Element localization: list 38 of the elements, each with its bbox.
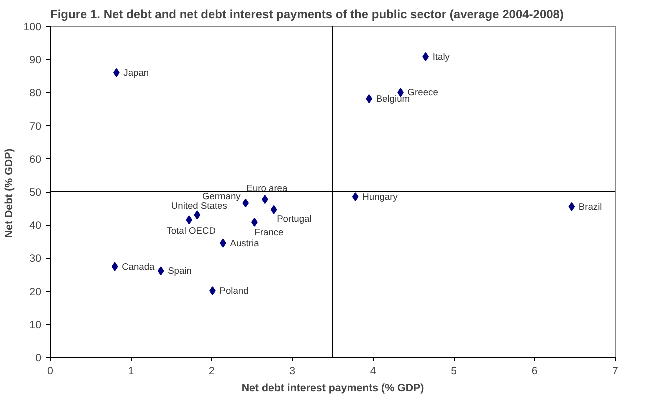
y-axis-title: Net Debt (% GDP) [4, 148, 16, 238]
x-tick-label: 5 [451, 366, 458, 378]
y-tick-label: 100 [24, 22, 42, 34]
y-tick-label: 70 [30, 120, 42, 133]
y-tick-label: 30 [30, 253, 42, 266]
annotation: Austria [230, 238, 260, 248]
y-tick-label: 10 [30, 319, 42, 332]
y-tick-label: 50 [30, 187, 42, 199]
x-tick-label: 1 [128, 366, 134, 378]
annotation: Japan [124, 68, 150, 78]
y-tick-label: 40 [30, 220, 42, 232]
annotation: Portugal [277, 214, 312, 224]
annotation: Hungary [362, 192, 398, 202]
annotation: Poland [220, 286, 249, 296]
annotation: United States [171, 201, 228, 212]
annotation: Spain [168, 266, 192, 276]
annotation: Canada [122, 262, 156, 272]
annotation: Belgium [376, 94, 410, 104]
x-axis-title: Net debt interest payments (% GDP) [242, 382, 425, 394]
annotation: France [254, 227, 284, 238]
annotation: Germany [202, 191, 242, 202]
annotation: Total OECD [166, 226, 216, 236]
x-tick-label: 0 [48, 366, 54, 378]
annotation: Euro area [246, 184, 288, 194]
y-tick-label: 60 [30, 154, 42, 166]
annotation: Greece [408, 88, 438, 98]
x-tick-label: 4 [370, 366, 376, 378]
x-tick-label: 6 [532, 366, 538, 378]
x-tick-label: 2 [208, 366, 215, 378]
annotation: Brazil [578, 202, 602, 212]
y-tick-label: 0 [36, 352, 42, 364]
y-tick-label: 90 [30, 54, 42, 67]
x-tick-label: 3 [290, 366, 296, 378]
x-tick-label: 7 [612, 366, 619, 378]
chart-title: Figure 1. Net debt and net debt interest payments of the public sector (average 2004-2008) [50, 8, 564, 22]
annotation: Italy [432, 52, 450, 62]
y-tick-label: 80 [30, 88, 42, 100]
y-tick-label: 20 [30, 286, 42, 298]
